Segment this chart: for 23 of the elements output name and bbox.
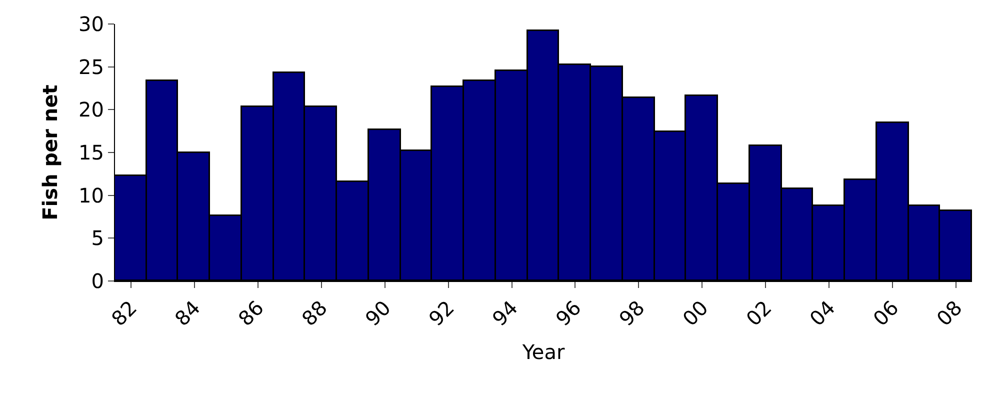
x-tick-label: 08 (932, 296, 967, 331)
x-tick-label: 94 (487, 296, 522, 331)
y-tick-label: 30 (78, 12, 104, 36)
y-tick-label: 0 (91, 269, 104, 293)
y-tick-label: 15 (78, 140, 104, 164)
y-axis-title: Fish per net (38, 84, 62, 220)
y-tick-label: 20 (78, 98, 104, 122)
x-tick-label: 88 (296, 296, 332, 331)
x-tick-label: 92 (424, 296, 459, 331)
x-tick-label: 82 (106, 296, 142, 331)
y-tick-label: 10 (78, 183, 104, 208)
x-tick-label: 84 (170, 296, 205, 331)
x-tick-label: 06 (868, 296, 904, 331)
y-tick-label: 5 (91, 226, 104, 250)
x-tick-label: 04 (804, 296, 840, 331)
y-tick-label: 25 (78, 54, 104, 79)
x-axis-title: Year (521, 340, 566, 364)
x-tick-label: 00 (678, 296, 713, 331)
x-tick-label: 90 (360, 296, 396, 331)
x-tick-label: 96 (550, 296, 586, 331)
x-tick-label: 98 (614, 296, 650, 331)
x-tick-label: 86 (233, 296, 268, 331)
x-tick-label: 02 (741, 296, 776, 331)
